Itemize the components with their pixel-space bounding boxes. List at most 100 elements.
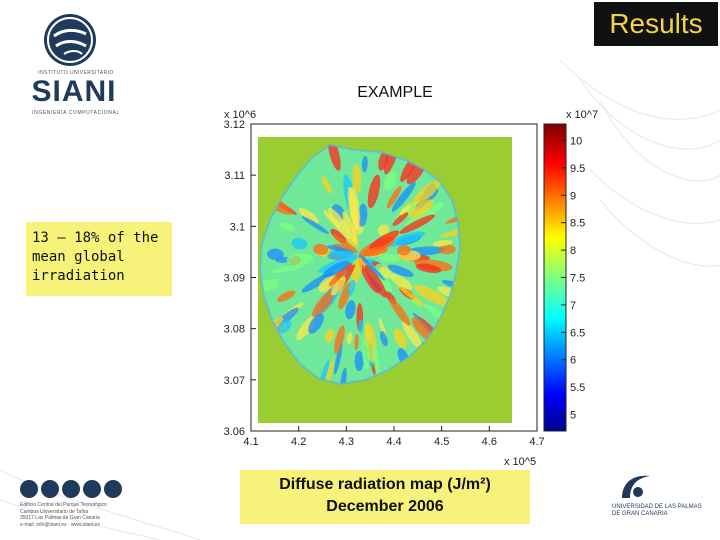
heatmap-streak — [358, 319, 364, 334]
heatmap-streak — [391, 181, 416, 212]
heatmap-streak — [380, 331, 388, 347]
heatmap-streak — [322, 260, 350, 278]
caption-line-1: Diffuse radiation map (J/m²) — [279, 476, 491, 493]
heatmap-streak — [386, 231, 426, 247]
heatmap-streak — [286, 253, 314, 266]
colorbar-tick-label: 9 — [570, 190, 576, 202]
dot-icon — [83, 480, 101, 498]
colorbar-tick-label: 10 — [570, 135, 582, 147]
heatmap-streak — [393, 328, 407, 349]
logo-name: SIANI — [31, 75, 117, 108]
heatmap-streak — [371, 342, 380, 377]
heatmap-streak — [312, 290, 335, 318]
results-badge: Results — [594, 2, 718, 46]
heatmap-streak — [277, 290, 296, 302]
heatmap-streak — [362, 337, 370, 371]
heatmap-streak — [384, 170, 397, 192]
heatmap-streak — [308, 313, 324, 334]
x-tick-label: 4.7 — [529, 436, 544, 448]
x-tick-label: 4.1 — [243, 436, 258, 448]
dot-icon — [62, 480, 80, 498]
heatmap-streak — [323, 358, 335, 384]
note-line-3: irradiation — [32, 268, 125, 284]
heatmap-streak — [270, 265, 304, 273]
heatmap-streak — [298, 207, 319, 224]
heatmap-streak — [332, 234, 359, 254]
globe-icon — [44, 14, 96, 66]
y-tick-label: 3.07 — [224, 375, 245, 387]
colorbar-tick-label: 5 — [570, 410, 576, 422]
heatmap-streak — [392, 212, 409, 226]
logo-top-text: INSTITUTO UNIVERSITARIO — [38, 70, 114, 76]
ulpgc-text: UNIVERSIDAD DE LAS PALMAS DE GRAN CANARI… — [612, 504, 712, 518]
ulpgc-line-2: DE GRAN CANARIA — [612, 511, 668, 517]
heatmap-streak — [367, 174, 381, 209]
heatmap-streak — [386, 186, 402, 209]
colorbar-tick-label: 5.5 — [570, 382, 585, 394]
heatmap-streak — [414, 284, 450, 306]
ulpgc-logo: UNIVERSIDAD DE LAS PALMAS DE GRAN CANARI… — [612, 470, 712, 530]
note-line-2: mean global — [32, 249, 125, 265]
heatmap-streak — [267, 248, 284, 260]
y-tick-label: 3.08 — [224, 324, 245, 336]
heatmap-streak — [368, 230, 400, 250]
heatmap-streak — [334, 325, 345, 354]
colorbar-tick-label: 6 — [570, 355, 576, 367]
heatmap-streak — [291, 237, 308, 250]
heatmap-streak — [397, 285, 427, 308]
island-heatmap — [260, 145, 460, 384]
heatmap-streak — [347, 279, 356, 296]
heatmap-streak — [405, 203, 444, 227]
heatmap-streak — [377, 224, 390, 236]
colorbar-tick-label: 6.5 — [570, 327, 585, 339]
heatmap-streak — [415, 263, 442, 273]
map-caption: Diffuse radiation map (J/m²) December 20… — [240, 470, 530, 524]
heatmap-streak — [399, 204, 411, 216]
x-tick-label: 4.3 — [339, 436, 354, 448]
colorbar-tick-label: 8.5 — [570, 218, 585, 230]
heatmap-streak — [358, 254, 386, 281]
heatmap-streak — [364, 265, 387, 298]
heatmap-streak — [342, 211, 358, 245]
heatmap-streak — [276, 319, 292, 334]
dot-icon — [20, 480, 38, 498]
heatmap-streak — [363, 246, 388, 257]
colorbar-tick-label: 9.5 — [570, 163, 585, 175]
dot-icon — [104, 480, 122, 498]
heatmap-streak — [301, 216, 329, 234]
heatmap-streak — [347, 186, 359, 230]
siani-logo: INSTITUTO UNIVERSITARIO SIANI INGENIERÍA… — [24, 14, 124, 116]
contact-text: Edificio Central del Parque Tecnológico … — [20, 502, 150, 528]
heatmap-streak — [440, 226, 460, 238]
heatmap-streak — [346, 332, 353, 345]
y-tick-label: 3.09 — [224, 273, 245, 285]
heatmap-streak — [313, 243, 329, 255]
heatmap-streak — [354, 350, 364, 372]
heatmap-streak — [328, 269, 347, 287]
dot-icon — [41, 480, 59, 498]
heatmap-streak — [438, 244, 456, 255]
island-outline — [258, 143, 462, 386]
heatmap-streak — [326, 250, 357, 261]
heatmap-streak — [396, 245, 411, 256]
contact-line: 35017 Las Palmas de Gran Canaria — [20, 515, 100, 521]
y-tick-label: 3.06 — [224, 426, 245, 438]
heatmap-streak — [390, 273, 413, 290]
y-exponent: x 10^6 — [224, 109, 256, 121]
heatmap-streak — [345, 300, 356, 320]
y-tick-label: 3.11 — [224, 170, 245, 182]
ulpgc-line-1: UNIVERSIDAD DE LAS PALMAS — [612, 504, 702, 510]
colorbar-tick-label: 8 — [570, 245, 576, 257]
heatmap-streak — [279, 222, 296, 232]
ulpgc-emblem-icon — [622, 475, 650, 498]
contact-line: e-mail: info@siani.es · www.siani.es — [20, 521, 100, 528]
example-title: EXAMPLE — [357, 84, 433, 101]
heatmap-streak — [401, 320, 423, 350]
heatmap-streak — [324, 329, 335, 343]
note-line-1: 13 – 18% of the — [32, 230, 159, 246]
caption-line-2: December 2006 — [326, 498, 444, 515]
heatmap-streak — [413, 179, 441, 205]
heatmap-streak — [378, 253, 401, 262]
heatmap-streak — [328, 207, 351, 240]
